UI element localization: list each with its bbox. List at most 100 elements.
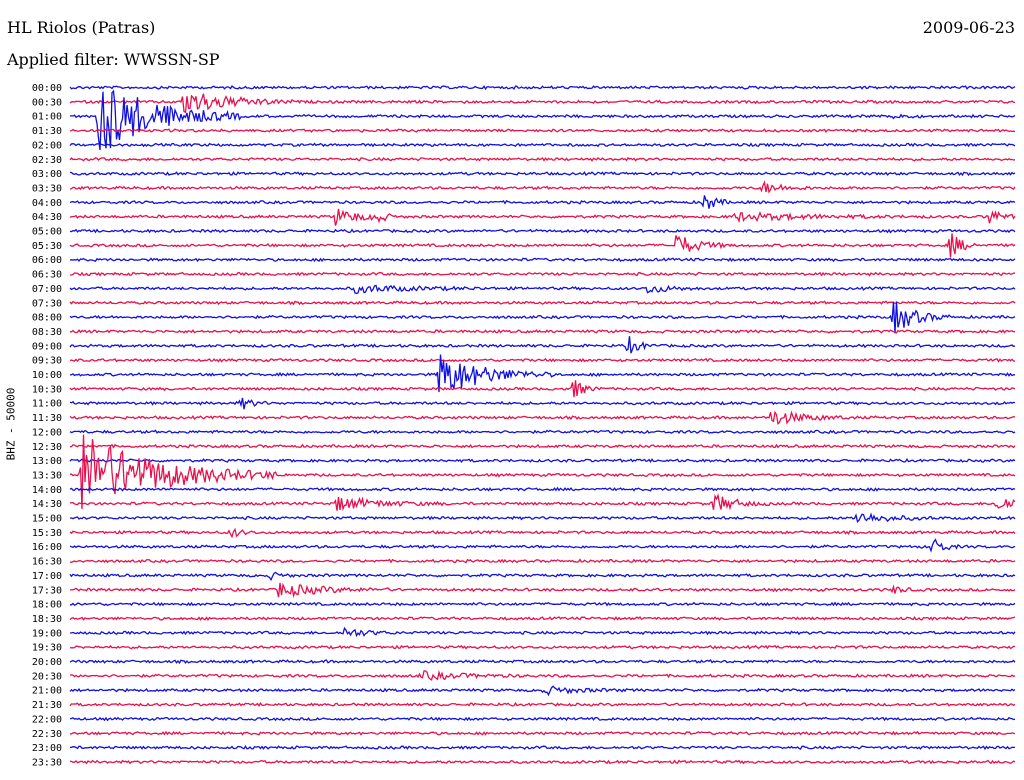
trace-03:00 xyxy=(70,171,1016,177)
time-label: 07:00 xyxy=(32,284,62,295)
time-label: 05:30 xyxy=(32,241,62,252)
time-label: 20:30 xyxy=(32,671,62,682)
trace-16:30 xyxy=(69,558,1016,564)
trace-17:30 xyxy=(70,582,1016,599)
trace-19:30 xyxy=(69,644,1016,650)
time-label: 17:00 xyxy=(32,571,62,582)
time-label: 11:30 xyxy=(32,413,62,424)
time-label: 13:30 xyxy=(32,470,62,481)
time-label: 21:00 xyxy=(32,686,62,697)
time-label: 00:30 xyxy=(32,97,62,108)
time-label: 08:30 xyxy=(32,327,62,338)
trace-14:00 xyxy=(69,486,1016,492)
trace-18:00 xyxy=(70,601,1016,607)
trace-05:30 xyxy=(69,233,1016,258)
time-label: 23:00 xyxy=(32,743,62,754)
trace-15:00 xyxy=(69,512,1016,523)
time-label: 14:30 xyxy=(32,499,62,510)
time-label: 14:00 xyxy=(32,485,62,496)
trace-17:00 xyxy=(69,571,1016,582)
trace-07:30 xyxy=(69,300,1016,306)
trace-13:30 xyxy=(69,434,1016,510)
trace-01:00 xyxy=(70,89,1016,151)
time-label: 12:30 xyxy=(32,442,62,453)
trace-10:30 xyxy=(69,380,1016,398)
trace-19:00 xyxy=(69,626,1016,638)
time-label: 05:00 xyxy=(32,227,62,238)
trace-lines xyxy=(69,84,1016,765)
trace-15:30 xyxy=(69,527,1016,539)
time-label: 10:30 xyxy=(32,384,62,395)
trace-09:00 xyxy=(69,336,1016,354)
time-label: 18:00 xyxy=(32,600,62,611)
trace-02:30 xyxy=(69,156,1016,162)
time-label: 06:30 xyxy=(32,270,62,281)
time-label: 10:00 xyxy=(32,370,62,381)
time-label: 03:00 xyxy=(32,169,62,180)
trace-02:00 xyxy=(69,142,1016,148)
trace-20:00 xyxy=(69,659,1016,665)
trace-11:00 xyxy=(69,397,1016,410)
time-label: 22:30 xyxy=(32,729,62,740)
time-label: 04:00 xyxy=(32,198,62,209)
trace-18:30 xyxy=(69,615,1016,621)
trace-21:30 xyxy=(69,701,1016,708)
time-label: 07:30 xyxy=(32,298,62,309)
time-label: 02:00 xyxy=(32,140,62,151)
trace-13:00 xyxy=(69,457,1016,464)
time-label: 16:30 xyxy=(32,557,62,568)
trace-22:30 xyxy=(69,730,1016,736)
trace-00:30 xyxy=(69,93,1016,114)
time-tick-labels: 00:00 00:30 01:00 01:30 02:00 02:30 03:00 03:30… xyxy=(32,83,62,768)
trace-16:00 xyxy=(69,538,1016,553)
trace-05:00 xyxy=(69,228,1016,234)
trace-23:30 xyxy=(69,759,1016,765)
time-label: 09:00 xyxy=(32,341,62,352)
trace-06:30 xyxy=(69,271,1016,277)
time-label: 11:00 xyxy=(32,399,62,410)
time-label: 15:00 xyxy=(32,514,62,525)
trace-09:30 xyxy=(69,357,1016,363)
trace-04:00 xyxy=(69,195,1016,209)
time-label: 18:30 xyxy=(32,614,62,625)
time-label: 01:30 xyxy=(32,126,62,137)
date-label: 2009-06-23 xyxy=(922,18,1015,37)
trace-12:00 xyxy=(69,429,1016,435)
time-label: 01:00 xyxy=(32,112,62,123)
time-label: 09:30 xyxy=(32,356,62,367)
time-label: 23:30 xyxy=(32,757,62,768)
time-label: 21:30 xyxy=(32,700,62,711)
trace-20:30 xyxy=(69,669,1016,681)
trace-22:00 xyxy=(69,716,1016,722)
trace-03:30 xyxy=(69,180,1016,194)
time-label: 00:00 xyxy=(32,83,62,94)
time-label: 19:30 xyxy=(32,643,62,654)
trace-00:00 xyxy=(69,84,1016,91)
time-label: 19:00 xyxy=(32,628,62,639)
trace-06:00 xyxy=(69,257,1016,263)
station-title: HL Riolos (Patras) xyxy=(7,18,156,37)
trace-11:30 xyxy=(69,410,1016,425)
time-label: 17:30 xyxy=(32,585,62,596)
trace-08:00 xyxy=(69,301,1016,334)
time-label: 08:00 xyxy=(32,313,62,324)
time-label: 02:30 xyxy=(32,155,62,166)
trace-07:00 xyxy=(69,284,1016,295)
time-label: 20:00 xyxy=(32,657,62,668)
trace-10:00 xyxy=(69,354,1015,393)
trace-23:00 xyxy=(70,745,1015,751)
time-label: 22:00 xyxy=(32,714,62,725)
time-label: 16:00 xyxy=(32,542,62,553)
time-label: 04:30 xyxy=(32,212,62,223)
y-axis-label: BHZ - 50000 xyxy=(4,387,18,461)
time-label: 03:30 xyxy=(32,183,62,194)
trace-12:30 xyxy=(70,443,1016,449)
time-label: 12:00 xyxy=(32,427,62,438)
trace-14:30 xyxy=(69,493,1016,512)
time-label: 06:00 xyxy=(32,255,62,266)
trace-01:30 xyxy=(69,128,1016,133)
time-label: 13:00 xyxy=(32,456,62,467)
trace-21:00 xyxy=(69,685,1016,697)
trace-04:30 xyxy=(69,208,1016,226)
